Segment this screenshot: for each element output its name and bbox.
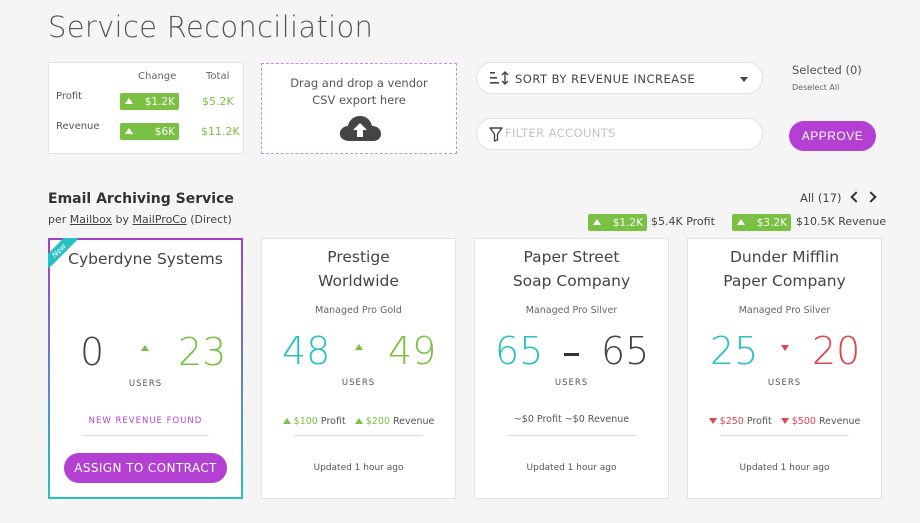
users-label: USERS (767, 378, 802, 388)
account-tier: Managed Pro Gold (315, 305, 402, 316)
deselect-all-link[interactable]: Deselect All (792, 83, 840, 92)
service-subtitle: per Mailbox by MailProCo (Direct) (48, 213, 232, 226)
new-revenue-found-link[interactable]: NEW REVENUE FOUND (88, 416, 203, 426)
users-to: 49 (388, 329, 437, 373)
up-arrow-icon (125, 128, 133, 134)
up-arrow-icon (593, 219, 601, 225)
users-from: 48 (282, 329, 331, 373)
funnel-icon (489, 127, 503, 142)
users-to: 23 (178, 330, 227, 374)
chevron-right-icon (865, 191, 877, 203)
sort-dropdown[interactable]: SORT BY REVENUE INCREASE (476, 62, 763, 94)
profit-revenue-change: $100 Profit $200 Revenue (262, 416, 455, 427)
account-name: Prestige Worldwide (318, 248, 399, 290)
service-revenue-total: $10.5K Revenue (796, 215, 887, 228)
total-header: Total (206, 71, 230, 82)
account-name: Paper Street Soap Company (512, 248, 631, 290)
revenue-total: $11.2K (201, 125, 240, 138)
account-card-dunder-mifflin[interactable]: Dunder Mifflin Paper Company Managed Pro… (687, 238, 882, 499)
account-name: Dunder Mifflin Paper Company (723, 248, 846, 290)
csv-dropzone[interactable]: Drag and drop a vendor CSV export here (261, 63, 457, 154)
page-title: Service Reconciliation (48, 10, 374, 44)
profit-revenue-change: $250 Profit $500 Revenue (688, 416, 881, 427)
account-tier: Managed Pro Silver (738, 305, 831, 316)
profit-revenue-change: ~$0 Profit ~$0 Revenue (513, 414, 630, 425)
change-header: Change (138, 71, 177, 82)
account-card-paper-street[interactable]: Paper Street Soap Company Managed Pro Si… (474, 238, 669, 499)
profit-total: $5.2K (202, 95, 234, 108)
updated-timestamp: Updated 1 hour ago (313, 463, 404, 473)
cloud-upload-icon (339, 116, 381, 141)
users-from: 25 (710, 329, 759, 373)
all-count: All (17) (800, 191, 842, 205)
assign-to-contract-button[interactable]: ASSIGN TO CONTRACT (64, 453, 227, 483)
filter-accounts-field[interactable] (476, 118, 763, 150)
service-title: Email Archiving Service (48, 191, 234, 207)
up-arrow-icon (737, 219, 745, 225)
users-from: 65 (495, 329, 544, 373)
users-to: 20 (812, 329, 861, 373)
dropzone-text-line2: CSV export here (312, 93, 406, 107)
service-profit-change-badge: $1.2K (588, 214, 647, 231)
approve-button[interactable]: APPROVE (789, 121, 876, 151)
dropzone-text-line1: Drag and drop a vendor (290, 76, 428, 90)
vendor-link[interactable]: MailProCo (132, 213, 187, 226)
down-arrow-icon (780, 418, 789, 424)
users-to: 65 (601, 329, 650, 373)
service-profit-total: $5.4K Profit (651, 215, 715, 228)
revenue-change-badge: $6K (120, 123, 179, 140)
divider (507, 435, 636, 436)
up-arrow-icon (125, 98, 133, 104)
down-arrow-icon (781, 345, 789, 351)
divider (82, 435, 209, 436)
profit-label: Profit (56, 91, 83, 102)
users-from: 0 (80, 330, 105, 374)
divider (720, 435, 849, 436)
updated-timestamp: Updated 1 hour ago (526, 463, 617, 473)
selected-count: Selected (0) (792, 63, 862, 77)
service-revenue-change-badge: $3.2K (732, 214, 791, 231)
next-page-button[interactable] (865, 190, 880, 206)
account-name: Cyberdyne Systems (68, 250, 223, 268)
account-card-prestige[interactable]: Prestige Worldwide Managed Pro Gold 48 4… (261, 238, 456, 499)
no-change-dash-icon (564, 353, 579, 356)
up-arrow-icon (354, 418, 363, 424)
users-label: USERS (128, 379, 163, 389)
users-label: USERS (554, 378, 589, 388)
summary-panel: Change Total Profit $1.2K $5.2K Revenue … (48, 62, 244, 154)
updated-timestamp: Updated 1 hour ago (739, 463, 830, 473)
down-arrow-icon (708, 418, 717, 424)
divider (294, 435, 423, 436)
sort-icon (490, 71, 509, 85)
filter-input[interactable] (505, 126, 745, 140)
users-label: USERS (341, 378, 376, 388)
up-arrow-icon (141, 345, 149, 351)
revenue-label: Revenue (56, 121, 100, 132)
account-tier: Managed Pro Silver (525, 305, 618, 316)
chevron-left-icon (850, 191, 862, 203)
sort-label: SORT BY REVENUE INCREASE (515, 72, 696, 86)
account-card-cyberdyne[interactable]: New Cyberdyne Systems 0 23 USERS NEW REV… (48, 238, 243, 499)
prev-page-button[interactable] (847, 190, 862, 206)
chevron-down-icon (740, 77, 748, 82)
up-arrow-icon (282, 418, 291, 424)
unit-link[interactable]: Mailbox (69, 213, 113, 226)
profit-change-badge: $1.2K (120, 93, 179, 110)
up-arrow-icon (355, 344, 363, 350)
